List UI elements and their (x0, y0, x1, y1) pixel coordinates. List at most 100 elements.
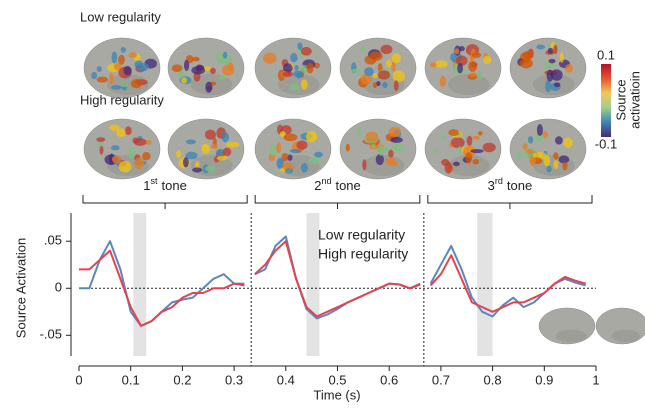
brain-blob (555, 136, 563, 145)
brain-blob (222, 147, 232, 157)
brain-blob (553, 160, 559, 170)
brain-blob (209, 67, 216, 75)
tone-word: tone (335, 178, 360, 193)
brain-blob (110, 85, 122, 90)
tone-number: 3 (488, 178, 495, 193)
tone-bracket (82, 195, 248, 209)
brain-blob (276, 142, 282, 154)
brain-blob (185, 139, 197, 145)
x-tick-label: 0.7 (432, 372, 450, 387)
brain-blob (432, 149, 439, 154)
colorbar-max: 0.1 (597, 47, 615, 62)
brain-blob (136, 62, 149, 72)
brain-blob (282, 162, 292, 171)
brain-blob (364, 67, 374, 77)
tone-suffix: rd (495, 176, 503, 186)
brain-blob (516, 151, 523, 161)
brain-blob (392, 70, 406, 83)
brain-blob (546, 165, 552, 173)
brain-blob (269, 144, 278, 156)
legend-label: High regularity (318, 246, 408, 262)
series-line (79, 240, 586, 327)
brain-blob (466, 135, 473, 146)
colorbar-title: activatioin (627, 71, 642, 129)
brain-blob (296, 140, 308, 150)
brain-blob (225, 141, 240, 148)
brain-blob (357, 127, 363, 137)
brain-blob (519, 58, 533, 69)
brain-blob (391, 61, 396, 72)
brain-lobe (611, 329, 641, 343)
brain-blob (529, 156, 536, 165)
brain-blob (441, 134, 447, 142)
brain-blob (222, 51, 228, 59)
tone-word: tone (162, 178, 187, 193)
brain-blob (297, 42, 303, 51)
brain-blob (204, 165, 216, 172)
brain-blob (284, 168, 294, 174)
x-tick-label: 0.5 (328, 372, 346, 387)
brain-blob (360, 73, 372, 85)
brain-blob (547, 47, 554, 54)
brain-blob (365, 131, 379, 142)
brain-blob (429, 62, 437, 68)
shaded-window (477, 213, 493, 356)
x-axis-label: Time (s) (313, 387, 360, 402)
brain-blob (192, 56, 200, 62)
brain-blob (221, 132, 230, 143)
legend-label: Low regularity (318, 227, 405, 243)
brain-blob (283, 133, 298, 142)
brain-blob (553, 82, 561, 88)
brain-lobe (447, 155, 490, 176)
brain-blob (91, 71, 98, 80)
shaded-window (133, 213, 147, 356)
brain-blob (548, 58, 556, 64)
tone-suffix: nd (321, 176, 331, 186)
brain-blob (109, 124, 120, 132)
brain-blob (483, 55, 492, 65)
brain-blob (262, 52, 277, 64)
brain-blob (289, 148, 302, 154)
x-tick-label: 0.8 (484, 372, 502, 387)
brain-blob (472, 158, 480, 165)
brain-blob (482, 142, 496, 153)
x-tick-label: 0.2 (173, 372, 191, 387)
brain-blob (292, 70, 303, 78)
brain-blob (470, 149, 484, 154)
brain-blob (216, 155, 229, 161)
tone-bracket (427, 195, 593, 209)
brain-blob (120, 46, 126, 53)
brain-blob (96, 137, 106, 142)
brain-blob (99, 145, 104, 155)
brain-blob (388, 126, 401, 137)
brain-blob (111, 155, 122, 164)
brain-blob (300, 64, 308, 73)
brain-blob (276, 157, 284, 169)
brain-blob (289, 83, 300, 91)
tone-suffix: st (151, 176, 159, 186)
brain-blob (181, 77, 187, 84)
brain-blob (306, 130, 318, 143)
brain-blob (450, 137, 465, 149)
brain-blob (108, 72, 114, 85)
brain-blob (306, 62, 314, 74)
y-tick-label: -.05 (40, 327, 62, 342)
shaded-window (306, 213, 320, 356)
brain-blob (120, 81, 129, 88)
brain-blob (308, 156, 322, 165)
brain-blob (469, 72, 477, 77)
brain-blob (378, 145, 384, 156)
brain-blob (96, 76, 108, 83)
brain-images (83, 37, 645, 345)
brain-blob (562, 161, 568, 171)
brain-blob (477, 131, 483, 136)
panel-label: Low regularity (80, 9, 161, 24)
brain-blob (444, 162, 453, 174)
tone-label: 1st tone (143, 176, 187, 193)
tone-bracket (254, 195, 421, 209)
brain-blob (543, 61, 555, 69)
tone-label: 2nd tone (314, 176, 361, 193)
brain-blob (281, 153, 289, 162)
brain-blob (314, 151, 323, 158)
